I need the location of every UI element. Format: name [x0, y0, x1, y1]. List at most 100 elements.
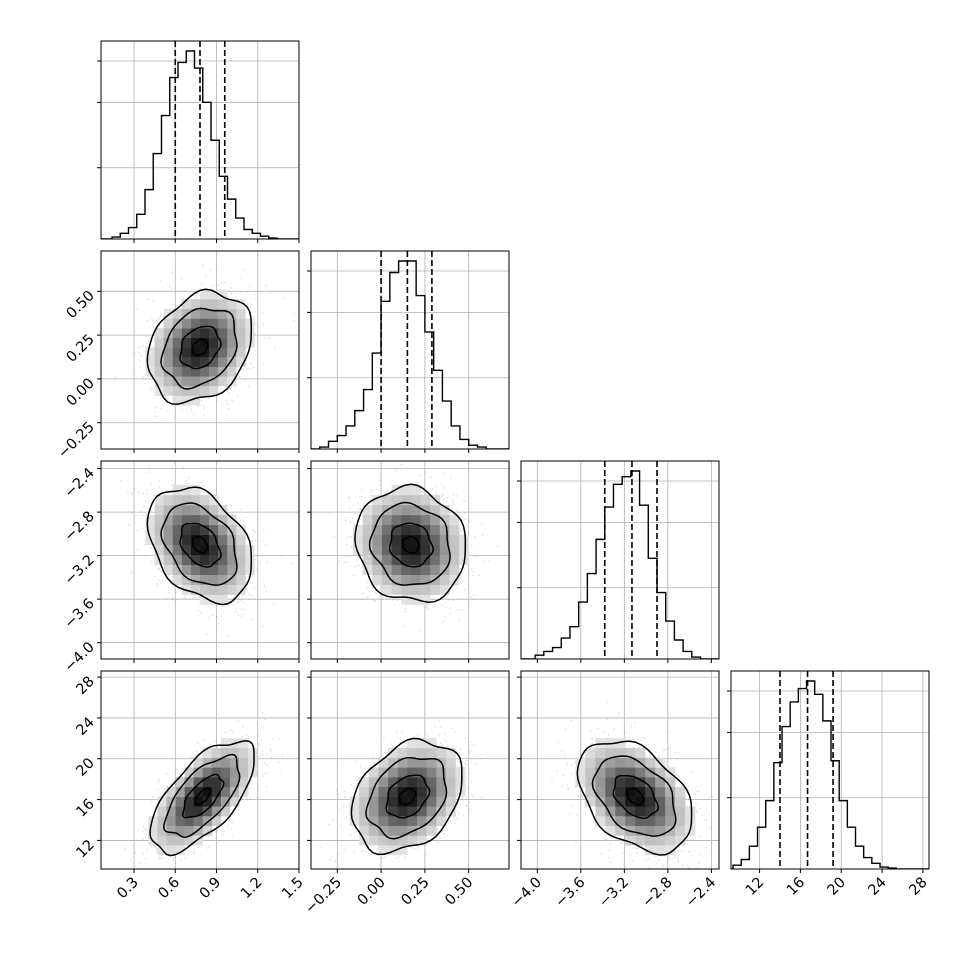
density-cell [420, 594, 431, 605]
density-cell [378, 757, 389, 768]
x-tick-label: −2.8 [639, 875, 675, 911]
density-cell [655, 796, 666, 807]
density-cell [181, 524, 192, 536]
density-cell [163, 564, 174, 575]
density-cell [372, 564, 383, 575]
density-cell [218, 514, 228, 526]
y-tick-label: 0.00 [64, 375, 98, 409]
density-cell [163, 504, 174, 516]
density-cell [635, 815, 646, 827]
density-cell [595, 757, 606, 768]
density-cell [218, 289, 228, 300]
density-cell [401, 594, 412, 605]
density-cell [445, 747, 456, 758]
density-cell [391, 544, 402, 556]
density-cell [625, 767, 636, 778]
density-cell [227, 534, 237, 546]
density-cell [175, 796, 185, 807]
density-cell [407, 747, 418, 758]
density-cell [445, 777, 456, 788]
density-cell [372, 504, 383, 516]
density-cell [359, 796, 370, 807]
density-cell [190, 494, 201, 506]
density-cell [430, 584, 441, 595]
histogram [101, 41, 299, 239]
density-cell [391, 524, 402, 536]
density-cell [202, 777, 213, 788]
density-cell [172, 524, 183, 536]
density-cell [172, 395, 183, 406]
density-cell [397, 815, 408, 827]
density-cell [154, 514, 164, 526]
density-cell [430, 534, 441, 546]
density-cell [665, 845, 676, 856]
panel-border [310, 670, 510, 870]
density-cell [378, 835, 389, 846]
density-cell [190, 514, 201, 526]
density-cell [163, 554, 174, 566]
density-cell [172, 574, 183, 585]
density-cell [202, 815, 213, 827]
panel-1-0 [97, 250, 300, 453]
density-cell [157, 796, 167, 807]
density-cell [154, 337, 164, 348]
density-cell [426, 747, 437, 758]
density-cell [163, 385, 174, 396]
contour-line [194, 787, 212, 806]
density-cell [655, 835, 666, 846]
density-cell [625, 777, 636, 788]
density-cell [391, 494, 402, 506]
density-cell [655, 815, 666, 827]
y-tick-label: −2.4 [62, 465, 98, 501]
density-cell [397, 845, 408, 856]
density-cell [245, 554, 255, 566]
density-cell [401, 494, 412, 506]
density-cell [353, 544, 363, 556]
density-cell [209, 574, 219, 585]
density-cell [595, 806, 606, 817]
density-cell [202, 786, 213, 797]
density-cell [420, 574, 431, 585]
contour-line [385, 774, 431, 819]
x-tick-label: 1.2 [238, 875, 266, 903]
density-cell [439, 574, 450, 585]
density-cell [449, 544, 460, 556]
density-cell [575, 757, 586, 768]
density-cell [200, 366, 210, 377]
contour-line [591, 755, 677, 837]
density-cell [175, 845, 185, 856]
density-cell [148, 815, 158, 827]
density-cell [190, 574, 201, 585]
density-cell [227, 299, 237, 310]
density-cell [417, 806, 427, 817]
density-cell [200, 308, 210, 319]
panel-border [520, 460, 720, 660]
histogram [521, 461, 719, 659]
density-cell [615, 815, 626, 827]
density-cell [218, 376, 228, 387]
density-cell [362, 524, 373, 536]
density-cell [154, 347, 164, 358]
contour-line [365, 756, 448, 840]
density-cell [181, 574, 192, 585]
density-cell [236, 524, 246, 536]
contour-line [179, 522, 222, 568]
density-cell [401, 564, 412, 575]
density-cell [381, 534, 392, 546]
panel-border [100, 250, 300, 450]
density-cell [181, 494, 192, 506]
density-cell [236, 564, 246, 575]
density-cell [655, 777, 666, 788]
density-cell [381, 544, 392, 556]
density-cell [645, 845, 656, 856]
contour-line [146, 486, 253, 606]
density-cell [397, 835, 408, 846]
density-cell [439, 534, 450, 546]
density-cell [378, 845, 389, 856]
density-cell [449, 564, 460, 575]
density-cell [645, 835, 656, 846]
density-cell [163, 347, 174, 358]
density-cell [209, 524, 219, 536]
density-cell [436, 806, 447, 817]
density-cell [166, 825, 176, 836]
